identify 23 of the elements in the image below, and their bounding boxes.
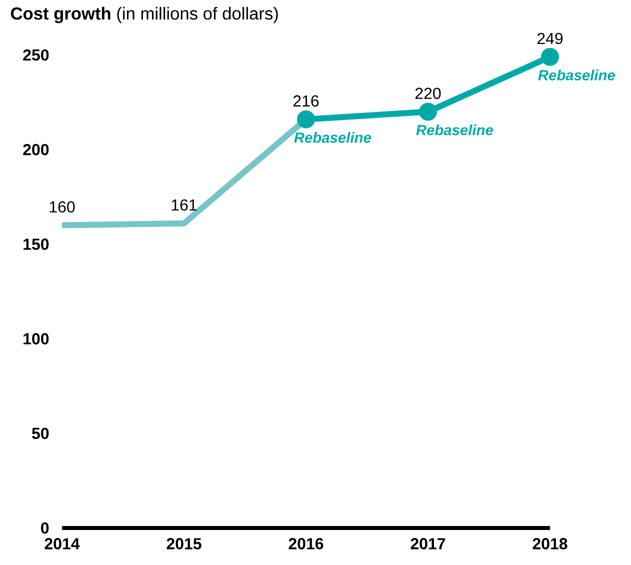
y-tick-label: 0	[41, 522, 49, 534]
y-tick-label: 250	[23, 49, 49, 61]
annotation: Rebaseline	[538, 70, 615, 80]
data-label: 160	[50, 201, 75, 213]
x-tick-label: 2018	[532, 538, 568, 550]
point	[297, 110, 315, 128]
y-tick-label: 200	[23, 144, 49, 156]
y-tick-label: 100	[24, 333, 49, 344]
y-tick-label: 50	[32, 428, 49, 440]
data-label: 249	[537, 32, 563, 44]
y-tick-label: 150	[24, 238, 49, 250]
point	[541, 48, 560, 66]
point	[419, 102, 437, 121]
chart-title: Cost growth (in millions of dollars)	[10, 6, 278, 24]
x-tick-label: 2017	[410, 538, 446, 550]
annotation: Rebaseline	[416, 124, 493, 136]
x-tick-label: 2015	[166, 538, 202, 550]
annotation: Rebaseline	[294, 132, 371, 143]
data-label: 216	[293, 95, 319, 107]
data-label: 220	[415, 88, 441, 100]
data-label: 161	[172, 199, 197, 211]
x-tick-label: 2016	[288, 538, 324, 550]
x-tick-label: 2014	[44, 538, 80, 550]
